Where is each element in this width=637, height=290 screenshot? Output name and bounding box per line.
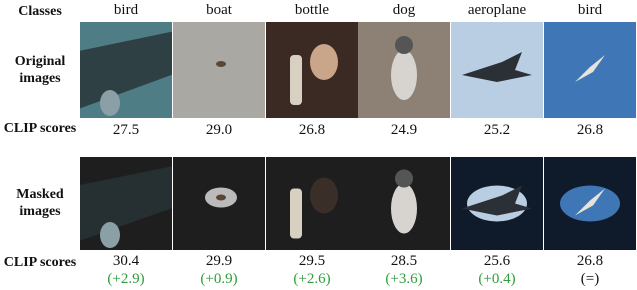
clip-score: 29.5 bbox=[266, 253, 358, 270]
row-label: Masked images bbox=[0, 186, 80, 220]
clip-score: 26.8 bbox=[544, 253, 636, 270]
row-label: CLIP scores bbox=[0, 120, 80, 137]
row-label: Original images bbox=[0, 53, 80, 87]
row-label: CLIP scores bbox=[0, 254, 80, 271]
original-image bbox=[451, 22, 543, 118]
original-image bbox=[358, 22, 450, 118]
row-label: Classes bbox=[0, 3, 80, 20]
original-image bbox=[173, 22, 265, 118]
masked-image bbox=[266, 157, 358, 250]
class-name: bird bbox=[544, 2, 636, 19]
class-name: aeroplane bbox=[451, 2, 543, 19]
score-delta: (+0.4) bbox=[451, 271, 543, 288]
score-delta: (+0.9) bbox=[173, 271, 265, 288]
clip-score: 29.0 bbox=[173, 122, 265, 139]
score-delta: (=) bbox=[544, 271, 636, 288]
clip-score: 24.9 bbox=[358, 122, 450, 139]
clip-score: 30.4 bbox=[80, 253, 172, 270]
clip-score: 27.5 bbox=[80, 122, 172, 139]
class-name: boat bbox=[173, 2, 265, 19]
original-image bbox=[544, 22, 636, 118]
score-delta: (+2.9) bbox=[80, 271, 172, 288]
masked-image bbox=[80, 157, 172, 250]
clip-score: 25.2 bbox=[451, 122, 543, 139]
clip-score: 28.5 bbox=[358, 253, 450, 270]
score-delta: (+3.6) bbox=[358, 271, 450, 288]
clip-score: 26.8 bbox=[544, 122, 636, 139]
clip-score: 25.6 bbox=[451, 253, 543, 270]
masked-image bbox=[358, 157, 450, 250]
original-image bbox=[266, 22, 358, 118]
masked-image bbox=[173, 157, 265, 250]
figure: Classes Original images CLIP scores Mask… bbox=[0, 0, 637, 290]
original-image bbox=[80, 22, 172, 118]
clip-score: 29.9 bbox=[173, 253, 265, 270]
masked-image bbox=[451, 157, 543, 250]
class-name: bottle bbox=[266, 2, 358, 19]
class-name: dog bbox=[358, 2, 450, 19]
masked-image bbox=[544, 157, 636, 250]
score-delta: (+2.6) bbox=[266, 271, 358, 288]
class-name: bird bbox=[80, 2, 172, 19]
clip-score: 26.8 bbox=[266, 122, 358, 139]
